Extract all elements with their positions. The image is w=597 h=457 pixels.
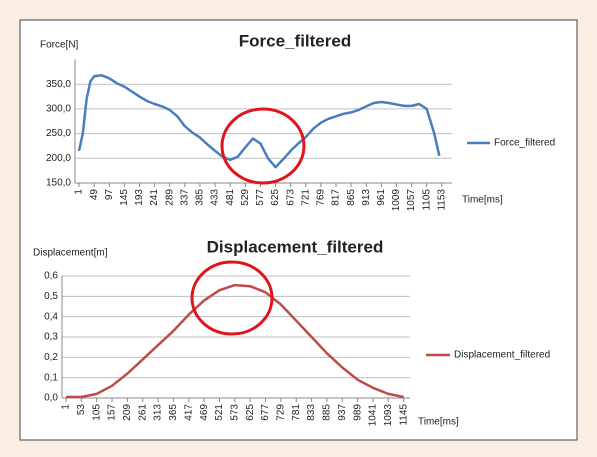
chart-title: Displacement_filtered [207,237,384,256]
y-tick-label: 0,6 [44,271,58,282]
x-tick-label: 677 [260,404,271,421]
x-tick-label: 313 [153,404,164,421]
x-tick-label: 769 [316,189,327,206]
x-tick-label: 1 [74,189,85,195]
x-tick-label: 721 [300,189,311,206]
x-tick-label: 573 [229,404,240,421]
x-tick-label: 97 [104,189,115,201]
y-axis-label: Displacement[m] [33,248,108,259]
x-tick-label: 1041 [368,404,379,427]
x-tick-label: 209 [122,404,133,421]
x-tick-label: 1153 [436,189,447,211]
x-tick-label: 625 [245,404,256,421]
legend-label: Force_filtered [494,138,555,149]
x-tick-label: 53 [76,404,87,416]
highlight-circle [220,107,306,185]
x-tick-label: 913 [361,189,372,206]
x-tick-label: 961 [376,189,387,206]
y-tick-label: 300,0 [46,104,71,115]
x-tick-label: 337 [179,189,190,206]
x-tick-label: 529 [240,189,251,206]
x-tick-label: 1057 [406,189,417,212]
x-tick-label: 1009 [391,189,402,212]
x-tick-label: 937 [337,404,348,421]
highlight-circle [190,260,274,336]
x-tick-label: 781 [291,404,302,421]
y-tick-label: 350,0 [46,79,71,90]
x-tick-label: 417 [183,404,194,421]
x-tick-label: 145 [119,189,130,206]
x-tick-label: 261 [137,404,148,421]
x-tick-label: 729 [276,404,287,421]
x-tick-label: 289 [164,189,175,206]
y-tick-label: 0,1 [44,372,58,383]
x-tick-label: 885 [322,404,333,421]
y-tick-label: 0,5 [44,291,58,302]
legend-label: Displacement_filtered [454,350,550,361]
x-axis-label: Time[ms] [462,195,503,206]
y-tick-label: 0,0 [44,393,58,404]
x-tick-label: 865 [346,189,357,206]
data-line [66,283,404,399]
x-tick-label: 193 [134,189,145,206]
x-tick-label: 105 [91,404,102,421]
x-tick-label: 49 [89,189,100,201]
x-tick-label: 481 [225,189,236,206]
x-tick-label: 1145 [398,404,409,426]
chart-title: Force_filtered [239,31,351,50]
y-axis-label: Force[N] [40,40,79,51]
panel [19,19,578,441]
x-tick-label: 433 [210,189,221,206]
x-tick-label: 1105 [421,189,432,211]
x-tick-label: 673 [285,189,296,206]
x-tick-label: 1093 [383,404,394,427]
x-tick-label: 469 [199,404,210,421]
charts: Force_filtered Force[N] Time[ms] 150,0 200,0… [33,31,555,427]
x-tick-label: 833 [306,404,317,421]
x-axis-label: Time[ms] [418,417,459,428]
x-tick-label: 365 [168,404,179,421]
x-tick-label: 1 [61,404,72,410]
y-tick-label: 150,0 [46,178,71,189]
x-tick-label: 157 [107,404,118,421]
y-tick-label: 250,0 [46,128,71,139]
x-tick-label: 521 [214,404,225,421]
x-tick-label: 385 [195,189,206,206]
y-tick-label: 0,3 [44,332,58,343]
y-tick-label: 0,2 [44,352,58,363]
x-tick-label: 989 [352,404,363,421]
x-tick-label: 625 [270,189,281,206]
x-tick-label: 577 [255,189,266,206]
data-line [77,74,441,169]
x-tick-label: 241 [149,189,160,206]
y-tick-label: 200,0 [46,153,71,164]
x-tick-label: 817 [331,189,342,206]
y-tick-label: 0,4 [44,311,58,322]
